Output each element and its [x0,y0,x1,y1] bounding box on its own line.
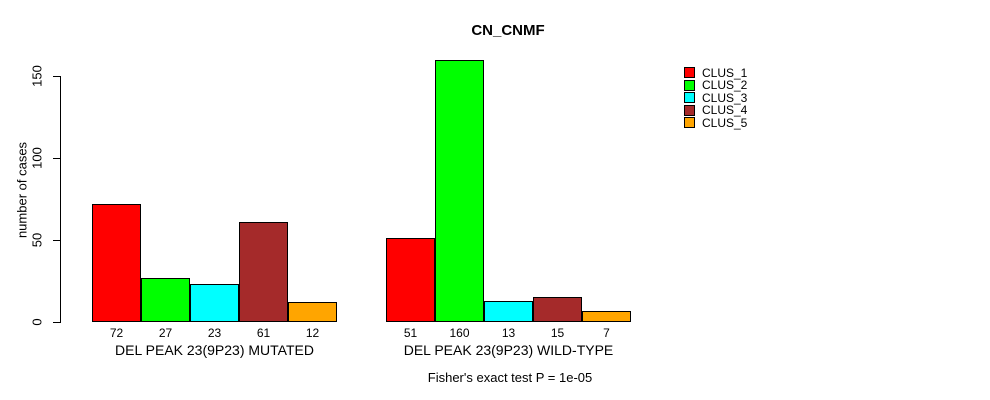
fisher-test-footnote: Fisher's exact test P = 1e-05 [427,370,593,385]
chart-title: CN_CNMF [471,22,545,39]
legend-label: CLUS_1 [702,65,748,80]
legend-swatch-clus_5 [684,117,695,129]
legend-label: CLUS_3 [702,90,748,105]
y-axis-tick [53,158,61,159]
y-axis-tick-label: 100 [29,147,45,169]
group-label: DEL PEAK 23(9P23) MUTATED [115,342,314,358]
bar-clus_2-group1 [141,278,190,322]
y-axis-tick [53,322,61,323]
y-axis-tick-label: 150 [29,65,45,87]
y-axis-tick [53,76,61,77]
group-label: DEL PEAK 23(9P23) WILD-TYPE [403,342,614,358]
bar-value-label: 51 [403,326,418,340]
bar-value-label: 61 [256,326,271,340]
bar-value-label: 7 [603,326,610,340]
bar-value-label: 160 [449,326,470,340]
y-axis-line [60,76,61,323]
y-axis-tick-label: 0 [29,318,45,326]
bar-value-label: 23 [207,326,222,340]
bar-clus_4-group1 [239,222,288,322]
bar-clus_2-group2 [435,60,484,322]
legend-label: CLUS_5 [702,115,748,130]
bar-value-label: 15 [550,326,565,340]
y-axis-tick [53,240,61,241]
bar-clus_5-group1 [288,302,337,322]
legend-label: CLUS_4 [702,103,748,118]
bar-value-label: 72 [109,326,124,340]
bar-clus_3-group2 [484,301,533,322]
legend-swatch-clus_1 [684,67,695,78]
y-axis-title: number of cases [14,141,30,239]
legend-item-clus_1: CLUS_1 [684,65,747,81]
bar-clus_1-group1 [92,204,141,322]
legend-swatch-clus_4 [684,104,695,116]
bar-clus_1-group2 [386,238,435,322]
bar-clus_4-group2 [533,297,582,322]
legend-item-clus_5: CLUS_5 [684,115,747,131]
bar-clus_3-group1 [190,284,239,322]
legend-item-clus_4: CLUS_4 [684,102,747,118]
bar-value-label: 13 [501,326,516,340]
legend-label: CLUS_2 [702,78,748,93]
legend-swatch-clus_3 [684,92,695,104]
y-axis-tick-label: 50 [29,232,45,248]
bar-value-label: 27 [158,326,173,340]
legend-item-clus_2: CLUS_2 [684,77,747,93]
bar-value-label: 12 [305,326,320,340]
bar-clus_5-group2 [582,311,631,322]
legend-swatch-clus_2 [684,79,695,91]
legend-item-clus_3: CLUS_3 [684,90,747,106]
